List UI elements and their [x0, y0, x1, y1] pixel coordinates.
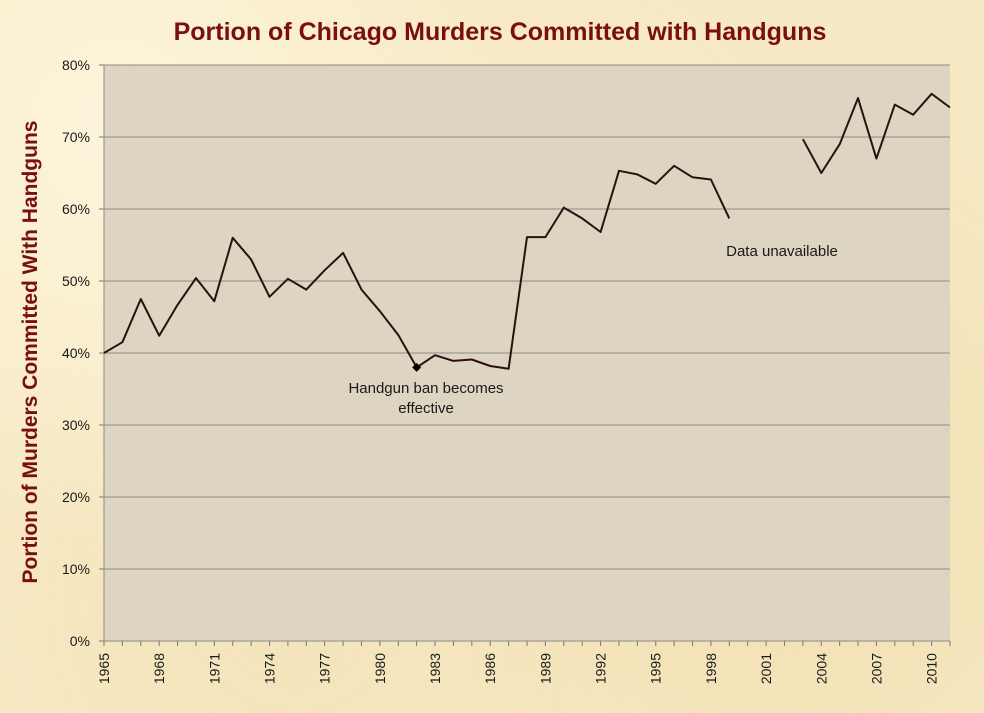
y-tick-labels: 0% 10% 20% 30% 40% 50% 60% 70% 80% — [62, 57, 90, 649]
y-tick-label: 50% — [62, 273, 90, 289]
grid-lines — [99, 64, 950, 642]
x-tick-label: 2004 — [813, 653, 829, 684]
y-tick-label: 40% — [62, 345, 90, 361]
y-tick-label: 30% — [62, 417, 90, 433]
x-tick-label: 1989 — [537, 653, 553, 684]
x-tick-label: 1986 — [482, 653, 498, 684]
x-tick-label: 1977 — [317, 653, 333, 684]
y-tick-label: 80% — [62, 57, 90, 73]
x-tick-label: 1980 — [372, 653, 388, 684]
x-tick-label: 1992 — [593, 653, 609, 684]
x-tick-label: 2010 — [924, 653, 940, 684]
x-tick-label: 2007 — [868, 653, 884, 684]
x-tick-label: 2001 — [758, 653, 774, 684]
ban-annotation-line1: Handgun ban becomes — [348, 380, 503, 397]
x-tick-label: 1965 — [96, 653, 112, 684]
series-line — [802, 92, 951, 174]
y-tick-label: 20% — [62, 489, 90, 505]
x-tick-label: 1983 — [427, 653, 443, 684]
y-tick-label: 10% — [62, 561, 90, 577]
y-tick-label: 70% — [62, 129, 90, 145]
y-tick-label: 60% — [62, 201, 90, 217]
annotations: Handgun ban becomes effective Data unavail… — [348, 243, 837, 417]
x-tick-label: 1968 — [151, 653, 167, 684]
x-tick-label: 1998 — [703, 653, 719, 684]
x-tick-labels: 1965 1968 1971 1974 1977 1980 1983 1986 1989 1992… — [96, 653, 940, 684]
y-tick-label: 0% — [70, 633, 90, 649]
x-tick-label: 1971 — [206, 653, 222, 684]
chart-title: Portion of Chicago Murders Committed wit… — [173, 18, 827, 46]
data-unavailable-annotation: Data unavailable — [726, 243, 838, 260]
ban-marker-diamond — [412, 362, 422, 372]
x-tick-label: 1995 — [648, 653, 664, 684]
ban-annotation-line2: effective — [398, 400, 454, 417]
x-tick-label: 1974 — [262, 653, 278, 684]
